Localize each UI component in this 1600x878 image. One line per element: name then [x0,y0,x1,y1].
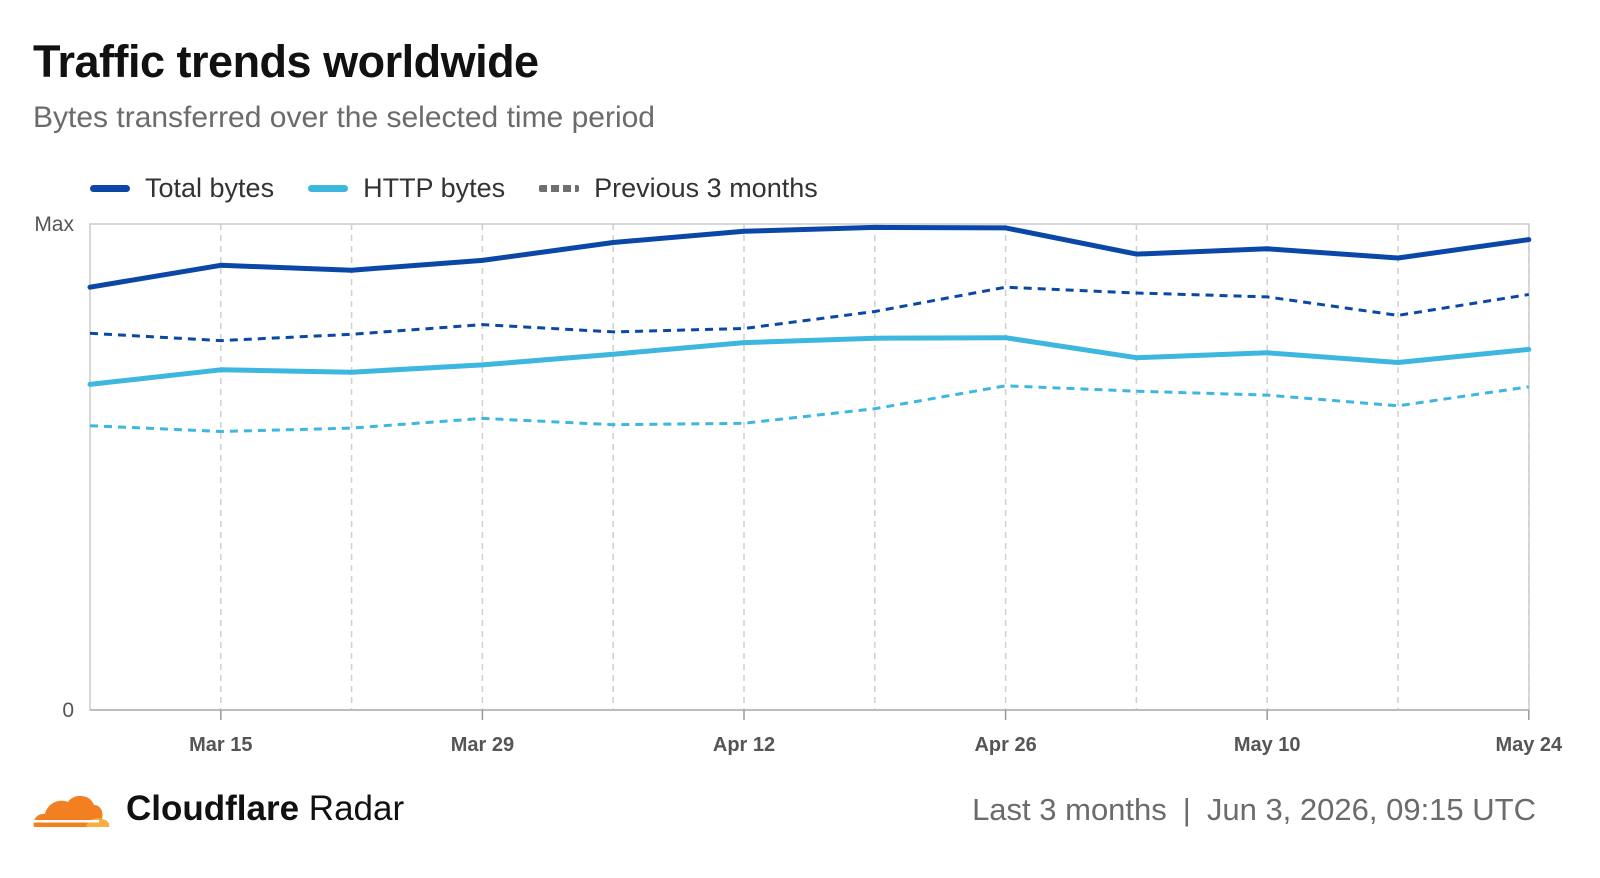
x-tick-label: Apr 26 [974,734,1036,756]
x-tick-label: Mar 29 [451,734,514,756]
cloudflare-radar-logo[interactable]: Cloudflare Radar [30,786,404,832]
series-line-previous-3-months-total [89,285,1530,343]
chart-subtitle: Bytes transferred over the selected time… [33,101,655,134]
series-line-previous-3-months-http [89,384,1530,433]
legend-item-http-bytes[interactable]: HTTP bytes [308,173,505,204]
chart-title: Traffic trends worldwide [33,36,539,87]
brand-name-bold: Cloudflare [126,789,300,828]
time-range-label: Last 3 months [972,792,1167,827]
plot-frame [89,223,1530,711]
cloudflare-cloud-icon [33,795,110,827]
series-line-total-bytes [87,224,1532,290]
legend-swatch-total-bytes [90,184,130,192]
x-tick-label: Apr 12 [713,734,775,756]
y-tick-label-max: Max [34,213,74,236]
y-tick-label-zero: 0 [62,699,74,722]
legend-label-http-bytes: HTTP bytes [363,172,506,203]
brand-name: Cloudflare Radar [126,789,404,829]
legend-item-previous-3-months[interactable]: Previous 3 months [539,173,818,204]
legend-label-total-bytes: Total bytes [145,172,275,203]
x-tick-label: Mar 15 [189,734,252,756]
legend-item-total-bytes[interactable]: Total bytes [90,173,274,204]
brand-name-light: Radar [299,789,405,828]
footer-meta: Last 3 months | Jun 3, 2026, 09:15 UTC [972,792,1536,828]
line-chart: Max 0 Mar 15 Mar 29 Apr 12 Apr 26 May 10 May 24 [34,213,1563,756]
x-tick-label: May 24 [1495,734,1563,756]
series-line-http-bytes [87,335,1532,387]
legend-swatch-http-bytes [308,184,349,192]
legend-swatch-previous-3-months [539,184,580,192]
x-tick-label: May 10 [1234,734,1301,756]
legend-label-previous-3-months: Previous 3 months [594,172,818,203]
footer-separator: | [1182,792,1191,827]
timestamp-label: Jun 3, 2026, 09:15 UTC [1206,792,1536,827]
chart-legend: Total bytes HTTP bytes Previous 3 months [90,170,852,206]
